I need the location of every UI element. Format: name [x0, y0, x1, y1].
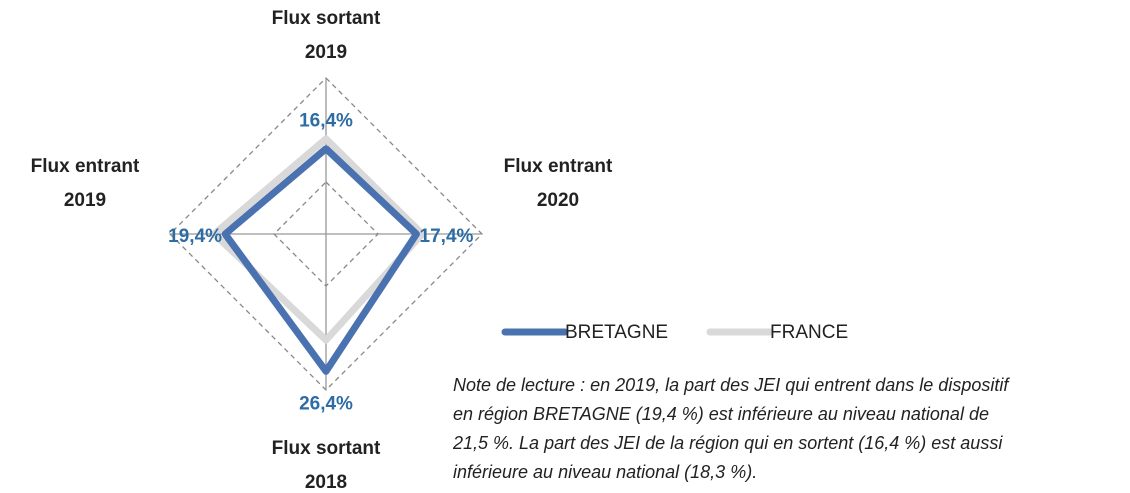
data-label: 17,4% [420, 226, 474, 247]
grid-line [169, 77, 483, 391]
series-line [210, 135, 426, 344]
note-line: en région BRETAGNE (19,4 %) est inférieu… [453, 404, 989, 424]
legend-label: BRETAGNE [565, 322, 668, 343]
grid-line [273, 181, 379, 287]
axis-label: Flux sortant 2019 [271, 8, 381, 63]
data-label: 19,4% [168, 226, 222, 247]
axis-label: Flux entrant 2019 [30, 156, 140, 211]
note-line: 21,5 %. La part des JEI de la région qui… [453, 433, 1003, 453]
legend-label: FRANCE [770, 322, 848, 343]
axis-label: Flux sortant 2018 [271, 438, 381, 493]
data-label: 26,4% [299, 393, 353, 414]
axis-label: Flux entrant 2020 [503, 156, 613, 211]
note-line: inférieure au niveau national (18,3 %). [453, 462, 758, 482]
note-line: Note de lecture : en 2019, la part des J… [453, 375, 1009, 395]
series-line [221, 145, 420, 375]
data-label: 16,4% [299, 111, 353, 132]
